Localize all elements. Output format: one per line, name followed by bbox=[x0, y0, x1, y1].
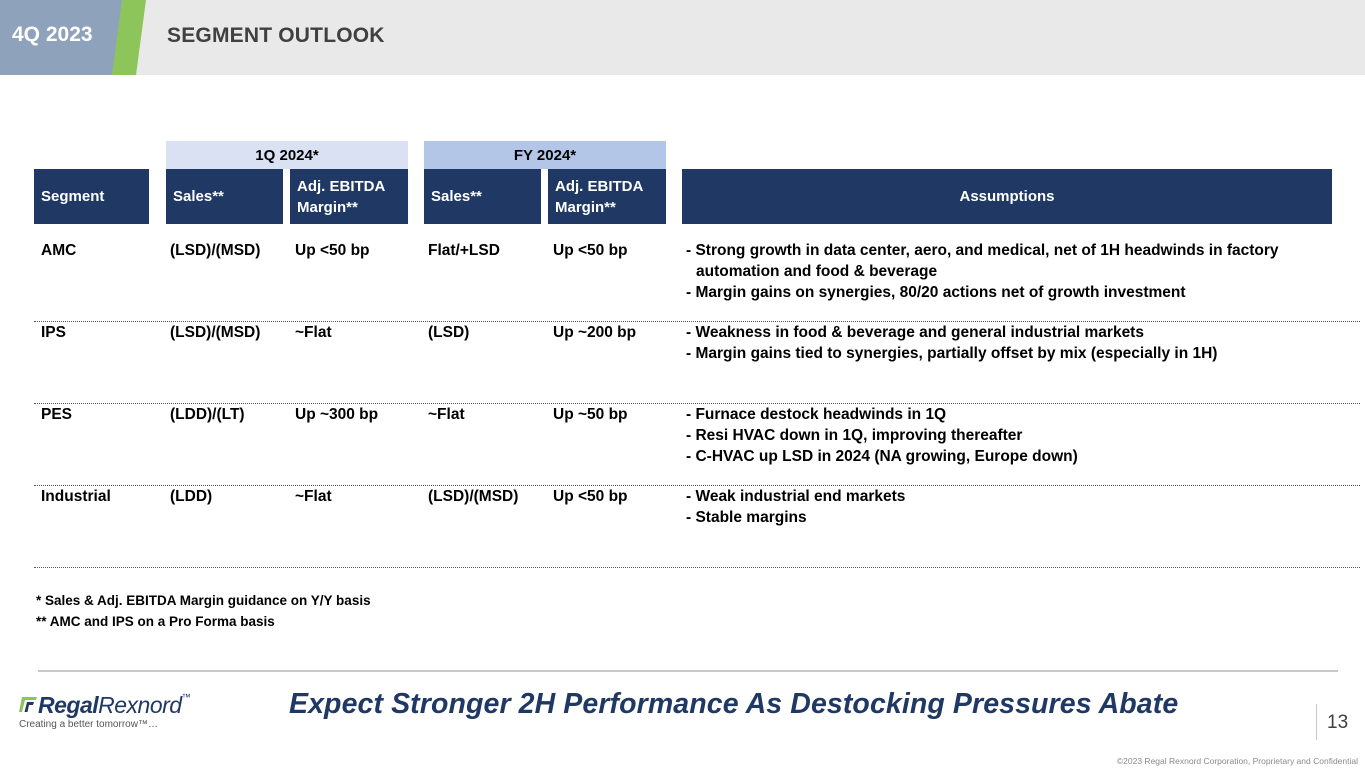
fy-margin-value: Up <50 bp bbox=[553, 242, 628, 259]
logo-mark-icon bbox=[19, 697, 37, 712]
row-divider bbox=[34, 403, 1360, 404]
assumption-item: - C-HVAC up LSD in 2024 (NA growing, Eur… bbox=[686, 448, 1078, 465]
footnote: ** AMC and IPS on a Pro Forma basis bbox=[36, 614, 275, 629]
page-title: SEGMENT OUTLOOK bbox=[167, 24, 385, 47]
column-header-label: Assumptions bbox=[959, 188, 1055, 205]
assumptions-list: - Weakness in food & beverage and genera… bbox=[686, 322, 1217, 364]
fy-margin-value: Up <50 bp bbox=[553, 488, 628, 505]
assumptions-list: - Strong growth in data center, aero, an… bbox=[686, 240, 1279, 303]
assumption-item: - Furnace destock headwinds in 1Q bbox=[686, 406, 947, 423]
fy-margin-value: Up ~50 bp bbox=[553, 406, 628, 423]
row-divider bbox=[34, 485, 1360, 486]
column-header-1q-sales: Sales** bbox=[166, 169, 283, 224]
row-divider bbox=[34, 321, 1360, 322]
q1-sales-value: (LDD)/(LT) bbox=[170, 406, 245, 423]
header-band bbox=[0, 0, 1365, 75]
page-number: 13 bbox=[1327, 712, 1349, 733]
column-header-label: Adj. EBITDA bbox=[297, 177, 386, 195]
assumption-item: - Weakness in food & beverage and genera… bbox=[686, 324, 1144, 341]
column-header-label: Sales** bbox=[173, 188, 224, 205]
footnote: * Sales & Adj. EBITDA Margin guidance on… bbox=[36, 593, 371, 608]
fy-sales-value: Flat/+LSD bbox=[428, 242, 500, 259]
fy-sales-value: (LSD)/(MSD) bbox=[428, 488, 519, 505]
column-header-label: Margin** bbox=[555, 198, 616, 216]
column-header-label: Adj. EBITDA bbox=[555, 177, 644, 195]
assumption-item: - Strong growth in data center, aero, an… bbox=[686, 242, 1279, 259]
q1-margin-value: ~Flat bbox=[295, 488, 332, 505]
row-divider bbox=[34, 567, 1360, 568]
assumption-item: automation and food & beverage bbox=[696, 263, 938, 280]
copyright-notice: ©2023 Regal Rexnord Corporation, Proprie… bbox=[1116, 756, 1358, 766]
assumption-item: - Resi HVAC down in 1Q, improving therea… bbox=[686, 427, 1023, 444]
assumptions-list: - Weak industrial end markets - Stable m… bbox=[686, 486, 905, 528]
key-message-banner: Expect Stronger 2H Performance As Destoc… bbox=[289, 688, 1179, 720]
footer-divider bbox=[38, 670, 1338, 672]
logo-rexnord: Rexnord bbox=[98, 692, 182, 718]
segment-name: PES bbox=[41, 406, 73, 423]
logo-regal: Regal bbox=[38, 692, 99, 718]
assumptions-list: - Furnace destock headwinds in 1Q - Resi… bbox=[686, 404, 1078, 467]
column-header-label: Margin** bbox=[297, 198, 358, 216]
q1-margin-value: Up ~300 bp bbox=[295, 406, 379, 423]
assumption-item: - Stable margins bbox=[686, 509, 807, 526]
column-header-assumptions: Assumptions bbox=[682, 169, 1332, 224]
logo-trademark: ™ bbox=[181, 692, 191, 702]
q1-sales-value: (LSD)/(MSD) bbox=[170, 324, 261, 341]
quarter-label: 4Q 2023 bbox=[12, 23, 93, 46]
fy-margin-value: Up ~200 bp bbox=[553, 324, 637, 341]
column-header-1q-margin: Adj. EBITDA Margin** bbox=[290, 169, 408, 224]
q1-sales-value: (LSD)/(MSD) bbox=[170, 242, 261, 259]
group-header-1q-2024: 1Q 2024* bbox=[166, 141, 408, 169]
q1-margin-value: ~Flat bbox=[295, 324, 332, 341]
segment-name: IPS bbox=[41, 324, 66, 341]
column-header-label: Segment bbox=[41, 188, 105, 205]
assumption-item: - Weak industrial end markets bbox=[686, 488, 906, 505]
column-header-fy-margin: Adj. EBITDA Margin** bbox=[548, 169, 666, 224]
segment-name: Industrial bbox=[41, 488, 111, 505]
logo-tagline: Creating a better tomorrow™… bbox=[19, 719, 158, 730]
q1-sales-value: (LDD) bbox=[170, 488, 213, 505]
quarter-tab bbox=[0, 0, 122, 75]
logo-wordmark: RegalRexnord™ bbox=[38, 692, 191, 719]
fy-sales-value: (LSD) bbox=[428, 324, 470, 341]
column-header-fy-sales: Sales** bbox=[424, 169, 541, 224]
q1-margin-value: Up <50 bp bbox=[295, 242, 370, 259]
column-header-segment: Segment bbox=[34, 169, 149, 224]
assumption-item: - Margin gains tied to synergies, partia… bbox=[686, 345, 1218, 362]
page-number-divider bbox=[1316, 704, 1317, 740]
group-header-fy-2024: FY 2024* bbox=[424, 141, 666, 169]
column-header-label: Sales** bbox=[431, 188, 482, 205]
fy-sales-value: ~Flat bbox=[428, 406, 465, 423]
segment-name: AMC bbox=[41, 242, 77, 259]
assumption-item: - Margin gains on synergies, 80/20 actio… bbox=[686, 284, 1186, 301]
